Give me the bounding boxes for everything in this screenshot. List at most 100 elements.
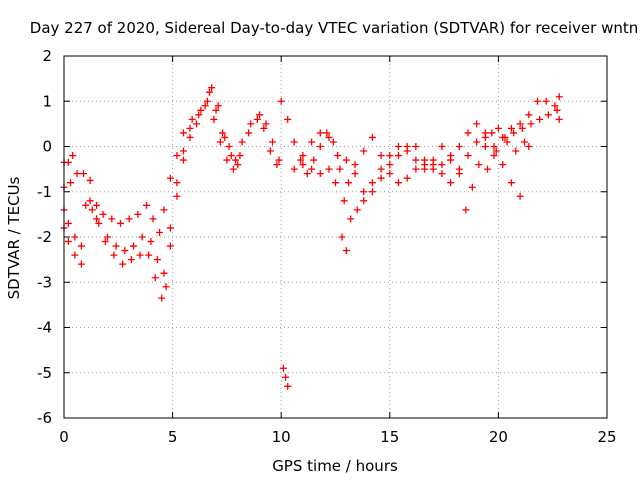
data-point	[481, 143, 489, 150]
data-point	[377, 174, 385, 182]
series-track-e	[277, 97, 524, 205]
data-point	[64, 158, 72, 166]
data-point	[512, 147, 520, 155]
data-point	[282, 373, 290, 381]
data-point	[101, 238, 109, 246]
data-point	[269, 138, 277, 146]
data-point	[488, 129, 496, 137]
y-tick-label: 0	[42, 138, 52, 156]
data-point	[262, 120, 270, 128]
data-point	[329, 138, 337, 146]
data-point	[173, 192, 181, 200]
data-point	[484, 165, 492, 173]
data-point	[510, 129, 518, 137]
data-point	[342, 156, 350, 164]
data-point	[421, 156, 429, 164]
data-point	[360, 197, 368, 205]
data-point	[340, 197, 348, 205]
data-point	[145, 251, 153, 259]
data-point	[86, 197, 94, 205]
data-point	[377, 152, 385, 160]
data-point	[447, 152, 455, 160]
data-point	[503, 138, 511, 146]
data-point	[360, 188, 368, 196]
data-point	[297, 156, 305, 164]
x-tick-label: 25	[597, 428, 616, 446]
data-point	[95, 219, 103, 227]
data-point	[516, 192, 524, 200]
data-point	[555, 115, 563, 123]
data-point	[447, 179, 455, 187]
data-point	[80, 170, 88, 178]
y-tick-label: -5	[37, 364, 52, 382]
x-tick-label: 15	[380, 428, 399, 446]
y-tick-label: -1	[37, 183, 52, 201]
x-tick-label: 20	[489, 428, 508, 446]
data-point	[130, 242, 138, 250]
data-point	[342, 247, 350, 255]
data-point	[429, 156, 437, 164]
data-point	[507, 179, 515, 187]
data-point	[166, 242, 174, 250]
data-point	[179, 129, 187, 137]
data-point	[525, 143, 533, 150]
data-point	[394, 143, 402, 150]
data-point	[299, 161, 307, 169]
data-point	[403, 147, 411, 155]
data-point	[275, 156, 283, 164]
data-point	[143, 201, 151, 209]
data-point	[308, 165, 316, 173]
x-axis-label: GPS time / hours	[272, 457, 398, 475]
data-point	[351, 170, 359, 178]
data-point	[151, 274, 159, 282]
data-point	[334, 152, 342, 160]
data-point	[520, 138, 528, 146]
data-point	[229, 165, 237, 173]
data-point	[494, 124, 502, 132]
data-point	[501, 133, 509, 141]
data-point	[71, 233, 79, 241]
data-point	[147, 238, 155, 246]
data-point	[266, 147, 274, 155]
data-point	[544, 111, 552, 119]
data-point	[464, 129, 472, 137]
data-point	[299, 152, 307, 160]
data-point	[103, 233, 111, 241]
series-track-c	[60, 97, 281, 277]
data-point	[290, 165, 298, 173]
data-point	[77, 260, 85, 268]
series-track-b	[60, 88, 283, 236]
data-point	[64, 219, 72, 227]
data-point	[438, 143, 446, 150]
data-point	[345, 179, 353, 187]
data-point	[455, 165, 463, 173]
data-point	[212, 106, 220, 114]
data-point	[245, 129, 253, 137]
data-point	[468, 183, 476, 191]
data-point	[386, 152, 394, 160]
data-point	[553, 106, 561, 114]
data-point	[273, 161, 281, 169]
data-point	[368, 133, 376, 141]
data-point	[166, 224, 174, 232]
data-point	[110, 251, 118, 259]
data-point	[260, 124, 268, 132]
data-point	[492, 147, 500, 155]
data-point	[69, 152, 77, 160]
data-point	[473, 138, 481, 146]
data-point	[160, 206, 168, 214]
data-point	[284, 115, 292, 123]
data-point	[455, 143, 463, 150]
x-tick-label: 10	[272, 428, 291, 446]
data-point	[277, 97, 285, 105]
data-point	[127, 256, 135, 264]
data-point	[99, 210, 107, 218]
data-point	[255, 111, 263, 119]
y-tick-label: -3	[37, 273, 52, 291]
data-point	[125, 215, 133, 223]
data-point	[325, 133, 333, 141]
data-point	[203, 97, 211, 105]
data-point	[88, 206, 96, 214]
data-point	[210, 115, 218, 123]
data-point	[394, 179, 402, 187]
